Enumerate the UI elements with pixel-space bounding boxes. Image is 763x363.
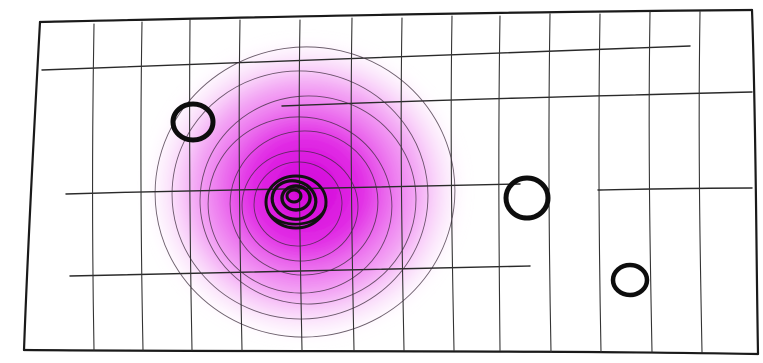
small-circles <box>170 101 650 298</box>
grid-row-line <box>69 265 531 277</box>
grid-column-line <box>598 13 602 353</box>
small-circle-upper-left <box>170 101 216 143</box>
grid-column-line <box>698 11 703 353</box>
grid-column-line <box>91 23 95 351</box>
grid-column-line <box>648 11 653 353</box>
grid-column-line <box>350 17 355 351</box>
vertical-grid-lines <box>91 11 703 353</box>
grid-column-line <box>189 19 193 351</box>
grid-row-line <box>41 45 691 71</box>
small-circle-lower-right <box>610 262 650 298</box>
grid-column-line <box>498 15 501 351</box>
grid-row-line <box>597 187 753 191</box>
small-circle-middle-right <box>503 175 551 221</box>
grid-column-line <box>140 21 144 351</box>
grid-column-line <box>238 19 243 351</box>
grid-column-line <box>450 15 455 351</box>
grid-column-line <box>548 13 552 353</box>
grid-column-line <box>400 17 405 351</box>
concentric-rings <box>154 46 456 338</box>
outer-frame <box>22 8 760 356</box>
grid-row-line <box>281 91 753 107</box>
central-scribble-core <box>264 174 328 230</box>
horizontal-grid-lines <box>41 45 753 277</box>
